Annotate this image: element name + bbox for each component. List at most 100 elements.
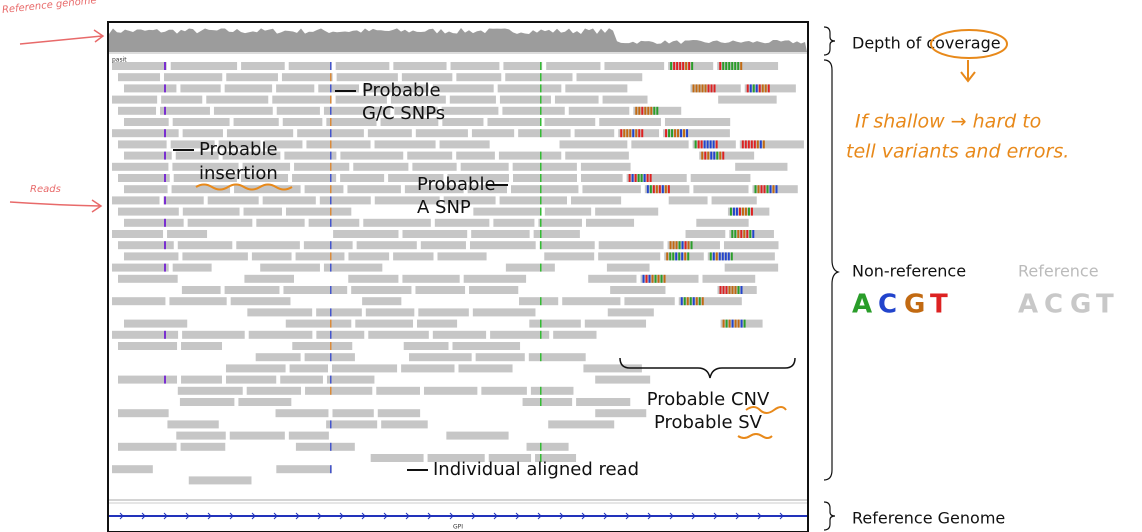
aligned-read	[183, 129, 223, 137]
aligned-read	[473, 308, 536, 316]
mismatch	[726, 286, 728, 294]
mismatch	[751, 208, 753, 216]
snp-mark	[540, 84, 542, 92]
aligned-read	[527, 443, 569, 451]
snp-mark	[330, 241, 332, 249]
mismatch	[669, 252, 671, 260]
aligned-read	[472, 129, 514, 137]
aligned-read	[249, 331, 313, 339]
aligned-read	[118, 409, 169, 417]
snp-mark	[330, 196, 332, 204]
mismatch	[733, 208, 735, 216]
mismatch	[731, 252, 733, 260]
aligned-read	[668, 241, 720, 249]
snp-mark	[330, 219, 332, 227]
aligned-read	[124, 84, 176, 92]
aligned-read	[693, 185, 748, 193]
snp-mark	[330, 163, 332, 171]
aligned-read	[375, 140, 436, 148]
aligned-read	[316, 308, 362, 316]
mismatch	[698, 140, 700, 148]
note: If shallow → hard to	[855, 111, 1041, 133]
aligned-read	[124, 118, 169, 126]
aligned-read	[351, 286, 411, 294]
mismatch	[681, 297, 683, 305]
callout: G/C SNPs	[362, 103, 445, 124]
aligned-read	[565, 84, 627, 92]
aligned-read	[523, 398, 573, 406]
aligned-read	[178, 241, 233, 249]
aligned-read	[112, 196, 160, 204]
mismatch	[656, 185, 658, 193]
aligned-read	[252, 252, 292, 260]
aligned-read	[499, 152, 561, 160]
aligned-read	[404, 342, 449, 350]
mismatch	[740, 230, 742, 238]
aligned-read	[244, 208, 282, 216]
mismatch	[748, 208, 750, 216]
mismatch	[729, 286, 731, 294]
mismatch	[666, 252, 668, 260]
aligned-read	[112, 297, 165, 305]
mismatch	[643, 275, 645, 283]
aligned-read	[353, 163, 408, 171]
aligned-read	[124, 252, 178, 260]
mismatch	[644, 107, 646, 115]
snp-mark	[330, 208, 332, 216]
aligned-read	[548, 420, 614, 428]
aligned-read	[469, 286, 518, 294]
aligned-read	[112, 96, 157, 104]
aligned-read	[118, 342, 177, 350]
aligned-read	[506, 264, 555, 272]
aligned-read	[292, 342, 352, 350]
snp-mark	[540, 96, 542, 104]
aligned-read	[182, 331, 245, 339]
aligned-read	[182, 286, 221, 294]
aligned-read	[513, 163, 577, 171]
snp-mark	[540, 320, 542, 328]
aligned-read	[571, 196, 621, 204]
mismatch	[656, 107, 658, 115]
aligned-read	[320, 196, 371, 204]
aligned-read	[263, 196, 316, 204]
snp-mark	[540, 353, 542, 361]
annotated-igv-view: pasit GPI Reference genome Reads Probabl…	[0, 0, 1142, 532]
base-legend: ACGTACGT	[852, 290, 1114, 320]
aligned-read	[407, 152, 452, 160]
aligned-read	[708, 252, 775, 260]
base-letter: A	[852, 290, 872, 320]
aligned-read	[540, 241, 595, 249]
aligned-read	[180, 398, 234, 406]
base-letter: T	[1096, 290, 1114, 320]
mismatch	[638, 129, 640, 137]
mismatch	[719, 252, 721, 260]
insertion-mark	[164, 196, 166, 204]
aligned-read	[412, 163, 456, 171]
aligned-read	[225, 84, 272, 92]
aligned-read	[324, 264, 382, 272]
aligned-read	[686, 230, 726, 238]
callout: Probable	[417, 174, 496, 195]
aligned-read	[442, 118, 483, 126]
aligned-read	[376, 387, 420, 395]
mismatch	[687, 297, 689, 305]
aligned-read	[464, 275, 526, 283]
aligned-read	[305, 353, 355, 361]
snp-mark	[540, 331, 542, 339]
mismatch	[737, 230, 739, 238]
mismatch	[683, 129, 685, 137]
mismatch	[713, 140, 715, 148]
mismatch	[677, 129, 679, 137]
snp-mark	[330, 331, 332, 339]
mismatch	[743, 230, 745, 238]
aligned-read	[276, 465, 332, 473]
mismatch	[716, 140, 718, 148]
mismatch	[658, 275, 660, 283]
mismatch	[750, 84, 752, 92]
aligned-read	[745, 84, 796, 92]
aligned-read	[416, 129, 468, 137]
aligned-read	[631, 140, 688, 148]
mismatch	[728, 62, 730, 70]
mismatch	[632, 174, 634, 182]
aligned-read	[348, 275, 398, 283]
